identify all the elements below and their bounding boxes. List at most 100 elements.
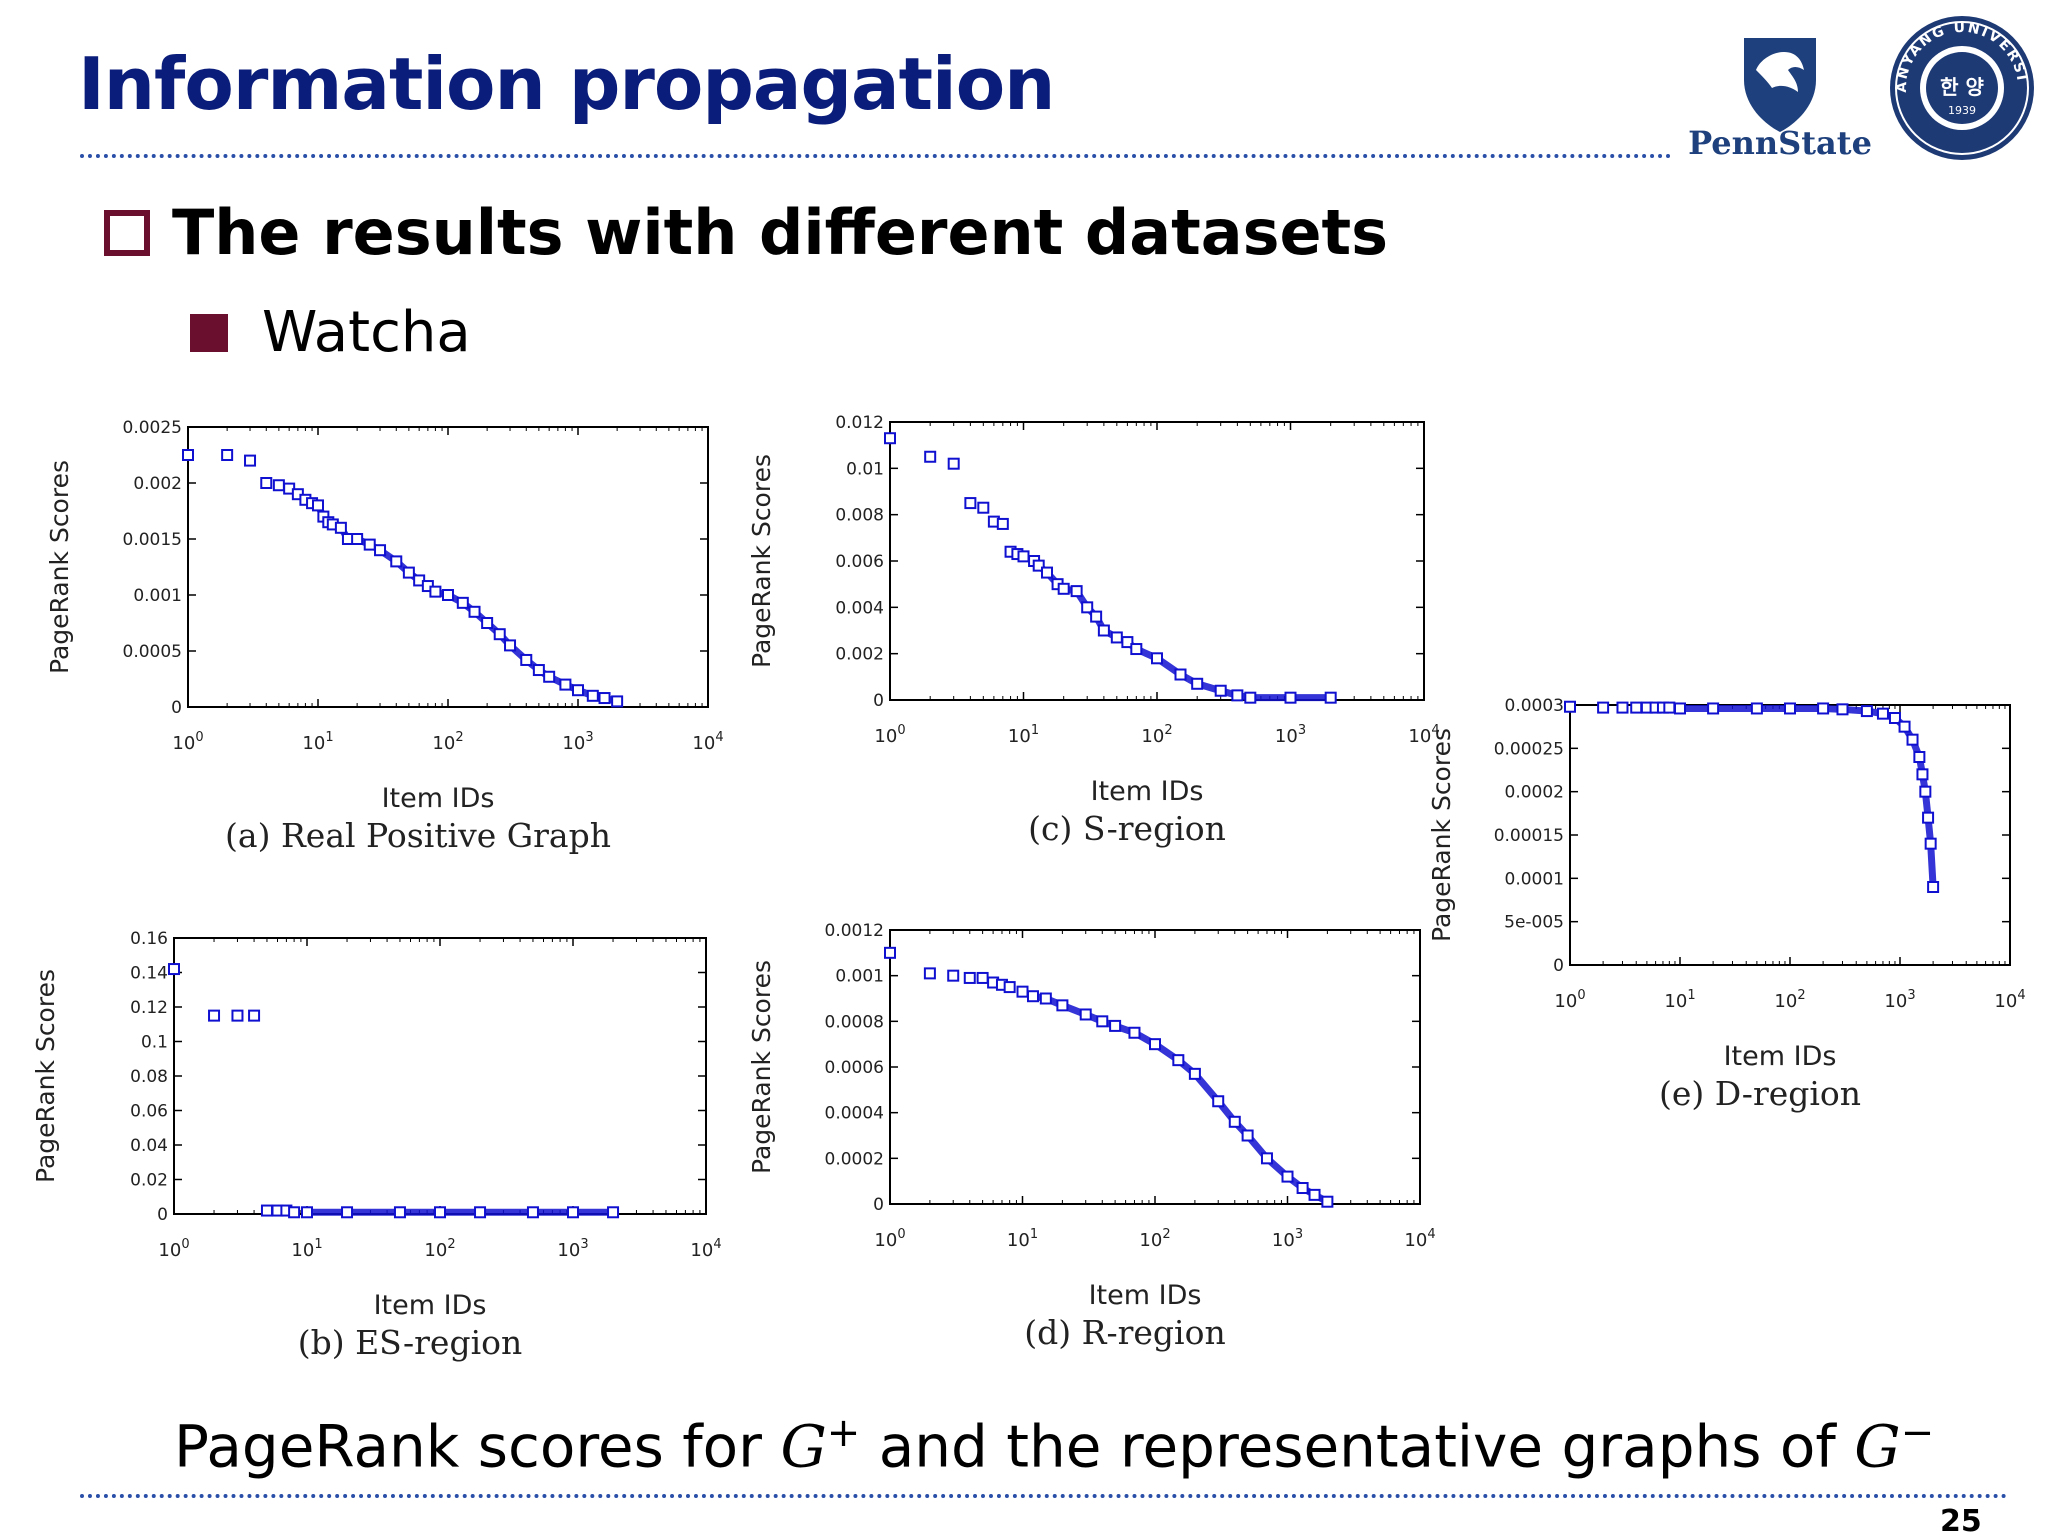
chart-caption: (b) ES-region (298, 1323, 523, 1362)
data-point (884, 946, 896, 959)
data-point (390, 555, 403, 568)
x-tick-label: 100 (172, 730, 203, 754)
y-tick-label: 0.02 (130, 1171, 168, 1191)
figure-caption-g-minus: G (1854, 1412, 1901, 1481)
data-point (504, 639, 517, 652)
figure-caption-minus: − (1900, 1410, 1935, 1456)
data-point (1212, 1095, 1225, 1108)
data-point (1663, 701, 1676, 714)
data-point (1281, 1170, 1294, 1183)
pennstate-wordmark: PennState (1688, 124, 1872, 160)
data-point (1630, 701, 1643, 714)
pennstate-logo: PennState (1680, 30, 1880, 162)
data-point (923, 967, 936, 980)
y-tick-label: 0.002 (835, 645, 884, 665)
x-axis-label: Item IDs (382, 783, 495, 814)
y-tick-label: 0.002 (133, 474, 182, 494)
data-point (996, 517, 1009, 530)
x-tick-label: 102 (424, 1237, 455, 1261)
x-tick-label: 101 (302, 730, 333, 754)
x-tick-label: 100 (1554, 988, 1585, 1012)
y-tick-label: 0.1 (141, 1033, 168, 1053)
data-point (341, 1206, 354, 1219)
data-point (481, 617, 494, 629)
data-point (1081, 601, 1094, 614)
data-point (1109, 1019, 1122, 1032)
x-tick-label: 100 (158, 1237, 189, 1261)
y-tick-label: 0.0008 (825, 1012, 884, 1032)
y-tick-label: 0.0015 (123, 530, 182, 550)
data-point (520, 653, 533, 666)
data-point (976, 971, 989, 984)
data-point (1597, 701, 1610, 714)
hanyang-year: 1939 (1948, 104, 1976, 117)
scatter-chart-a: 100 101 102 103 104 0 0.0005 0.001 0.0015 0.002 0.… (45, 418, 724, 855)
data-point (260, 477, 273, 489)
chart-caption: (a) Real Positive Graph (225, 816, 611, 855)
section-heading-text: The results with different datasets (172, 196, 1389, 269)
y-tick-label: 0.001 (133, 586, 182, 606)
y-tick-label: 0.0002 (825, 1149, 884, 1169)
data-point (1888, 712, 1901, 724)
data-point (334, 521, 347, 534)
plot-frame (889, 929, 1421, 1205)
y-tick-label: 0.0025 (123, 418, 182, 438)
data-point (1056, 999, 1069, 1012)
y-tick-label: 0.00015 (1494, 826, 1564, 846)
y-tick-label: 0.0006 (825, 1058, 884, 1078)
y-tick-label: 0.04 (130, 1136, 168, 1156)
y-tick-label: 0.08 (130, 1067, 168, 1087)
x-tick-label: 104 (1408, 723, 1439, 747)
y-tick-label: 0 (1553, 956, 1564, 976)
data-point (1151, 652, 1163, 665)
figure-caption-part-1: PageRank scores for (174, 1412, 781, 1481)
data-point (312, 499, 324, 512)
data-point (1750, 702, 1763, 715)
data-point (1919, 785, 1932, 798)
data-point (1032, 559, 1045, 572)
data-point (1172, 1054, 1185, 1067)
data-point (1174, 668, 1187, 681)
data-point (1149, 1038, 1161, 1051)
data-point (1324, 691, 1337, 704)
hanyang-center-text: 한 양 (1940, 75, 1984, 99)
chart-caption: (e) D-region (1659, 1074, 1861, 1113)
data-point (1003, 981, 1016, 994)
data-point (1130, 643, 1143, 656)
data-point (442, 589, 454, 601)
y-tick-label: 0.0005 (123, 642, 182, 662)
data-point (532, 664, 545, 677)
data-point (977, 501, 990, 514)
y-axis-label: PageRank Scores (1427, 728, 1456, 942)
data-point (1041, 566, 1054, 579)
x-tick-label: 101 (1007, 1227, 1038, 1251)
plot-frame (187, 426, 709, 708)
data-point (1244, 691, 1257, 704)
data-point (947, 457, 960, 470)
data-point (567, 1206, 579, 1219)
data-point (964, 497, 977, 510)
data-point (598, 692, 611, 705)
y-tick-label: 0.12 (130, 998, 168, 1018)
y-tick-label: 0.008 (835, 506, 884, 526)
data-point (474, 1206, 487, 1219)
data-point (363, 538, 376, 551)
figure-caption-plus: + (826, 1410, 861, 1456)
data-point (182, 449, 194, 461)
x-tick-label: 104 (1404, 1227, 1435, 1251)
hanyang-logo: HANYANG UNIVERSITY 한 양 1939 (1881, 2, 2036, 162)
x-tick-label: 102 (432, 730, 463, 754)
x-tick-label: 104 (690, 1237, 721, 1261)
scatter-chart-e: 100 101 102 103 104 0 5e-005 0.0001 0.00015 0.000… (1427, 696, 2026, 1113)
data-point (231, 1009, 244, 1022)
data-point (434, 1206, 446, 1219)
data-point (526, 1206, 539, 1219)
data-point (221, 449, 234, 461)
footer-divider (80, 1494, 2008, 1498)
scatter-chart-c: 100 101 102 103 104 0 0.002 0.004 0.006 0.008 0.01… (747, 413, 1440, 848)
section-heading: The results with different datasets (104, 196, 1388, 269)
square-bullet-icon (190, 313, 228, 352)
y-tick-label: 0 (873, 1195, 884, 1215)
data-point (1214, 684, 1227, 697)
data-point (586, 689, 599, 702)
